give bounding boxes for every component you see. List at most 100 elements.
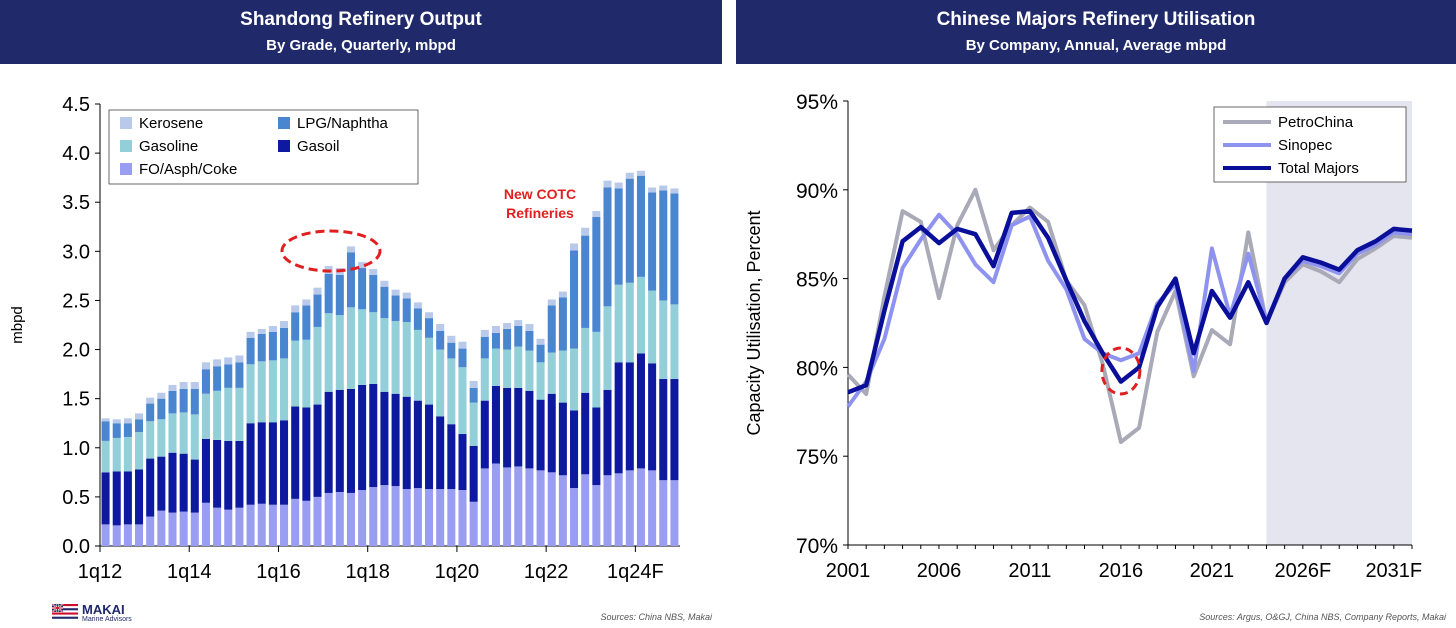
bar-segment-lpg-naphtha	[213, 366, 222, 391]
bar-segment-gasoil	[369, 383, 378, 488]
bar-segment-fo-asph-coke	[157, 510, 166, 546]
bar-segment-kerosene	[179, 381, 188, 389]
bar-segment-kerosene	[648, 187, 657, 193]
bar-segment-gasoline	[558, 350, 567, 403]
bar-segment-fo-asph-coke	[179, 511, 188, 546]
bar-segment-lpg-naphtha	[280, 327, 289, 359]
bar-segment-gasoline	[514, 346, 523, 388]
bar-segment-lpg-naphtha	[536, 344, 545, 363]
bar-segment-gasoil	[436, 416, 445, 490]
bar-segment-fo-asph-coke	[536, 470, 545, 546]
bar-segment-kerosene	[168, 384, 177, 391]
y-tick-label: 4.0	[62, 143, 90, 165]
bar-segment-gasoline	[302, 339, 311, 408]
x-tick-label: 2011	[1008, 560, 1051, 582]
bar-segment-fo-asph-coke	[603, 475, 612, 546]
bar-segment-fo-asph-coke	[369, 487, 378, 546]
bar-segment-fo-asph-coke	[480, 468, 489, 546]
bar-segment-gasoline	[235, 387, 244, 441]
bar-segment-lpg-naphtha	[268, 331, 277, 361]
left-chart-source: Sources: China NBS, Makai	[600, 612, 712, 622]
bar-segment-gasoline	[659, 300, 668, 380]
bar-segment-lpg-naphtha	[235, 362, 244, 388]
legend-swatch	[120, 117, 132, 129]
bar-segment-gasoil	[112, 471, 121, 526]
bar-segment-gasoil	[447, 424, 456, 490]
left-chart-title: Shandong Refinery Output	[240, 9, 482, 30]
x-tick-label: 1q24F	[607, 561, 664, 583]
bar-segment-lpg-naphtha	[168, 390, 177, 414]
bar-segment-lpg-naphtha	[491, 332, 500, 349]
series-line-total-majors	[847, 208, 1413, 395]
bar-segment-gasoil	[603, 389, 612, 476]
bar-segment-gasoline	[380, 318, 389, 392]
bar-segment-fo-asph-coke	[346, 492, 355, 546]
bar-segment-fo-asph-coke	[614, 473, 623, 546]
bar-segment-gasoline	[391, 321, 400, 394]
bar-segment-fo-asph-coke	[391, 486, 400, 546]
bar-segment-fo-asph-coke	[670, 480, 679, 546]
bar-segment-gasoline	[581, 327, 590, 393]
bar-segment-fo-asph-coke	[503, 467, 512, 546]
bar-segment-fo-asph-coke	[514, 466, 523, 546]
bar-segment-kerosene	[558, 291, 567, 298]
bar-segment-gasoline	[179, 412, 188, 454]
bar-segment-gasoline	[491, 348, 500, 386]
bar-segment-gasoil	[670, 379, 679, 481]
bar-segment-fo-asph-coke	[313, 496, 322, 546]
bar-segment-kerosene	[625, 172, 634, 179]
bar-segment-gasoline	[157, 419, 166, 457]
bar-segment-gasoil	[581, 392, 590, 475]
y-tick-label: 1.5	[62, 389, 90, 411]
bar-segment-kerosene	[201, 362, 210, 370]
bar-segment-kerosene	[346, 246, 355, 253]
bar-segment-kerosene	[135, 413, 144, 420]
bar-segment-gasoline	[268, 360, 277, 423]
bar-segment-fo-asph-coke	[636, 468, 645, 546]
bar-segment-gasoil	[425, 404, 434, 490]
bar-segment-lpg-naphtha	[391, 295, 400, 322]
bar-segment-gasoil	[380, 391, 389, 486]
bar-segment-gasoline	[324, 313, 333, 392]
bar-segment-fo-asph-coke	[257, 503, 266, 546]
series-line-petrochina	[846, 187, 1413, 444]
bar-segment-kerosene	[581, 227, 590, 236]
bar-segment-lpg-naphtha	[614, 188, 623, 285]
bar-segment-gasoline	[190, 414, 199, 460]
bar-segment-gasoil	[168, 452, 177, 513]
bar-segment-fo-asph-coke	[201, 502, 210, 546]
right-chart-header: Chinese Majors Refinery Utilisation By C…	[736, 0, 1456, 64]
y-tick-label: 70%	[796, 535, 838, 558]
legend-label: Sinopec	[1278, 137, 1333, 154]
bar-segment-kerosene	[614, 182, 623, 189]
bar-segment-lpg-naphtha	[503, 328, 512, 350]
x-tick-label: 2001	[826, 560, 871, 582]
bar-segment-gasoline	[101, 440, 110, 473]
bar-segment-gasoline	[123, 436, 132, 472]
left-chart-panel: Shandong Refinery Output By Grade, Quart…	[0, 0, 722, 628]
bar-segment-kerosene	[402, 292, 411, 299]
bar-segment-gasoil	[268, 422, 277, 505]
bar-segment-gasoil	[213, 439, 222, 508]
bar-segment-gasoline	[547, 352, 556, 394]
bar-segment-fo-asph-coke	[135, 524, 144, 546]
bar-segment-gasoil	[558, 402, 567, 476]
bar-segment-lpg-naphtha	[625, 178, 634, 283]
bar-segment-gasoline	[224, 387, 233, 441]
bar-segment-fo-asph-coke	[168, 512, 177, 546]
bar-segment-fo-asph-coke	[558, 475, 567, 546]
bar-segment-fo-asph-coke	[268, 504, 277, 546]
bar-segment-lpg-naphtha	[670, 193, 679, 305]
legend-label: PetroChina	[1278, 114, 1354, 131]
y-tick-label: 95%	[796, 91, 838, 114]
bar-segment-fo-asph-coke	[436, 489, 445, 546]
bar-segment-kerosene	[391, 289, 400, 296]
y-axis-label: mbpd	[9, 306, 26, 344]
bar-segment-gasoil	[235, 440, 244, 508]
right-chart-title: Chinese Majors Refinery Utilisation	[936, 9, 1256, 30]
bar-segment-kerosene	[514, 320, 523, 326]
bar-segment-kerosene	[358, 262, 367, 269]
bar-segment-fo-asph-coke	[592, 485, 601, 546]
x-tick-label: 2016	[1099, 560, 1144, 582]
annotation-line-2: Refineries	[506, 205, 574, 221]
